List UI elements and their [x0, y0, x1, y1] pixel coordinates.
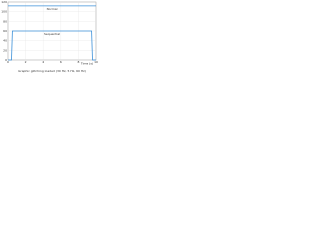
series-label: Sequential [44, 32, 60, 36]
x-tick-label: 0 [7, 60, 9, 64]
y-tick-label: 120 [1, 0, 7, 4]
x-tick-label: 8 [77, 60, 79, 64]
y-tick-label: 100 [1, 10, 7, 14]
series-label: Normal [47, 7, 58, 11]
x-tick-label: 4 [42, 60, 44, 64]
y-tick-label: 80 [3, 19, 7, 23]
x-tick-label: 2 [25, 60, 27, 64]
y-tick-label: 0 [5, 58, 7, 62]
x-axis-label: Time (s) [80, 62, 93, 66]
y-tick-label: 20 [3, 48, 7, 52]
chart: Time (s) Graphic glitching loaded (30 Hz… [1, 0, 98, 73]
x-tick-label: 6 [60, 60, 62, 64]
caption: Graphic glitching loaded (30 Hz, 5 Hz, 6… [18, 69, 86, 73]
x-tick-label: 10 [94, 60, 98, 64]
line [8, 30, 96, 61]
y-tick-label: 60 [3, 29, 7, 33]
y-tick-label: 40 [3, 39, 7, 43]
